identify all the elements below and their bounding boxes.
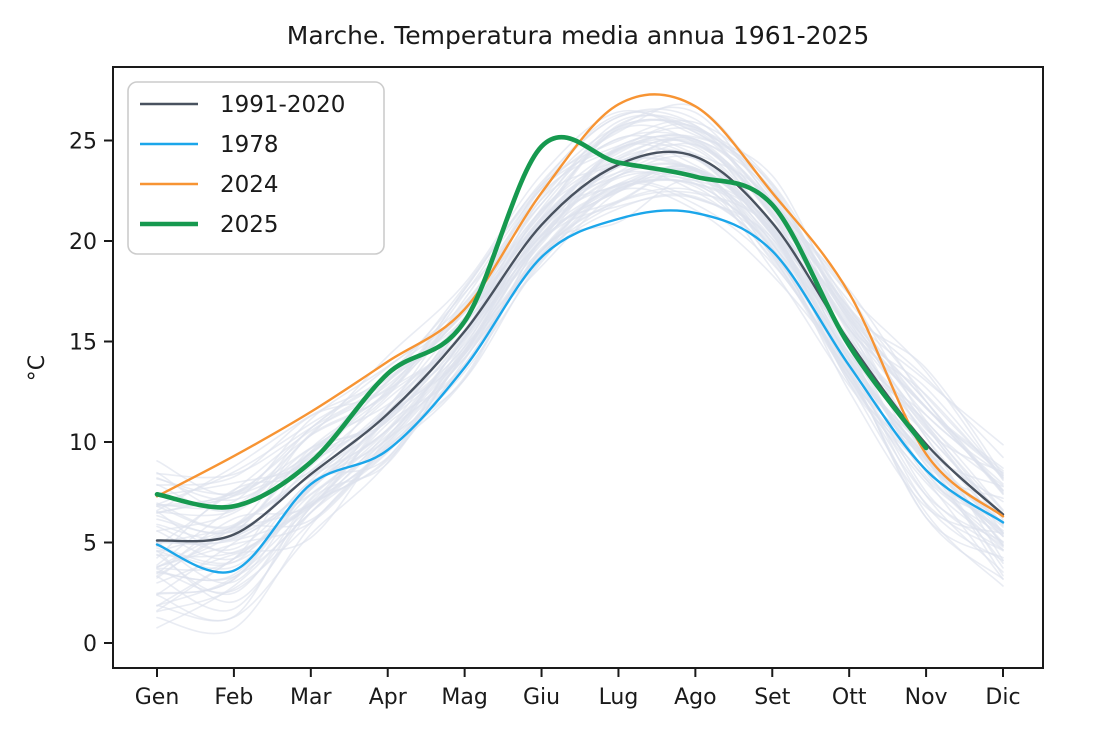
background-year-line xyxy=(156,193,1004,612)
x-tick-label: Feb xyxy=(214,685,253,710)
x-tick-label: Giu xyxy=(523,685,560,710)
series-line-1991-2020 xyxy=(155,150,1005,543)
x-tick-label: Mag xyxy=(441,685,487,710)
legend-label-2025: 2025 xyxy=(220,212,279,238)
plot-border xyxy=(112,66,1044,669)
y-tick-label: 25 xyxy=(69,130,97,155)
series-line-1978 xyxy=(155,209,1005,574)
x-tick-label: Ott xyxy=(832,685,867,710)
y-tick-label: 15 xyxy=(69,331,97,356)
background-year-line xyxy=(156,178,1004,629)
legend-label-2024: 2024 xyxy=(220,172,279,198)
legend-label-1978: 1978 xyxy=(220,132,279,158)
background-year-line xyxy=(156,136,1004,530)
background-year-line xyxy=(156,119,1004,510)
series-lines xyxy=(154,93,1005,574)
legend-box xyxy=(127,81,385,255)
x-tick-label: Ago xyxy=(674,685,716,710)
background-year-lines xyxy=(156,103,1004,635)
series-line-2024 xyxy=(155,93,1005,518)
background-year-line xyxy=(156,124,1004,529)
x-tick-label: Dic xyxy=(985,685,1020,710)
axes: Gen Feb Mar Apr Mag Giu Lug Ago Set Ott Nov Dic 0 5 10… xyxy=(69,66,1044,710)
background-year-line xyxy=(156,167,1004,622)
chart-title: Marche. Temperatura media annua 1961-202… xyxy=(287,21,869,50)
y-axis-label: °C xyxy=(25,355,50,381)
x-tick-label: Mar xyxy=(290,685,332,710)
x-tick-label: Lug xyxy=(599,685,639,710)
y-tick-label: 0 xyxy=(83,632,97,657)
legend-label-1991-2020: 1991-2020 xyxy=(220,92,345,118)
series-line-2025 xyxy=(154,134,929,510)
y-tick-label: 5 xyxy=(83,532,97,557)
background-year-line xyxy=(156,108,1004,486)
y-tick-label: 10 xyxy=(69,431,97,456)
background-year-line xyxy=(156,135,1004,525)
x-tick-label: Gen xyxy=(135,685,180,710)
legend: 1991-2020 1978 2024 2025 xyxy=(127,81,385,255)
y-tick-label: 20 xyxy=(69,230,97,255)
x-tick-label: Set xyxy=(754,685,791,710)
x-tick-label: Nov xyxy=(905,685,948,710)
x-tick-label: Apr xyxy=(369,685,408,710)
background-year-line xyxy=(156,154,1004,570)
